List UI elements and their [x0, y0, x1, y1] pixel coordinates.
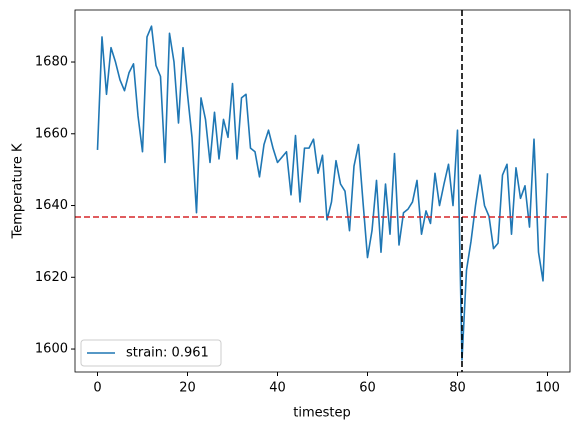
x-tick-label: 0	[93, 381, 101, 396]
x-tick-label: 80	[449, 381, 466, 396]
y-tick-label: 1660	[35, 126, 68, 141]
x-tick-label: 40	[269, 381, 286, 396]
y-tick-label: 1640	[35, 198, 68, 213]
x-axis-label: timestep	[293, 406, 351, 421]
x-tick-label: 60	[359, 381, 376, 396]
legend-box	[80, 339, 222, 367]
y-tick-label: 1620	[35, 270, 68, 285]
y-tick-label: 1680	[35, 55, 68, 70]
y-axis-label: Temperature K	[11, 143, 26, 239]
data-line	[96, 25, 549, 361]
legend-label: strain: 0.961	[126, 346, 209, 361]
plot-frame	[74, 9, 571, 373]
y-tick-label: 1600	[35, 342, 68, 357]
x-tick-label: 20	[179, 381, 196, 396]
x-tick-label: 100	[535, 381, 560, 396]
